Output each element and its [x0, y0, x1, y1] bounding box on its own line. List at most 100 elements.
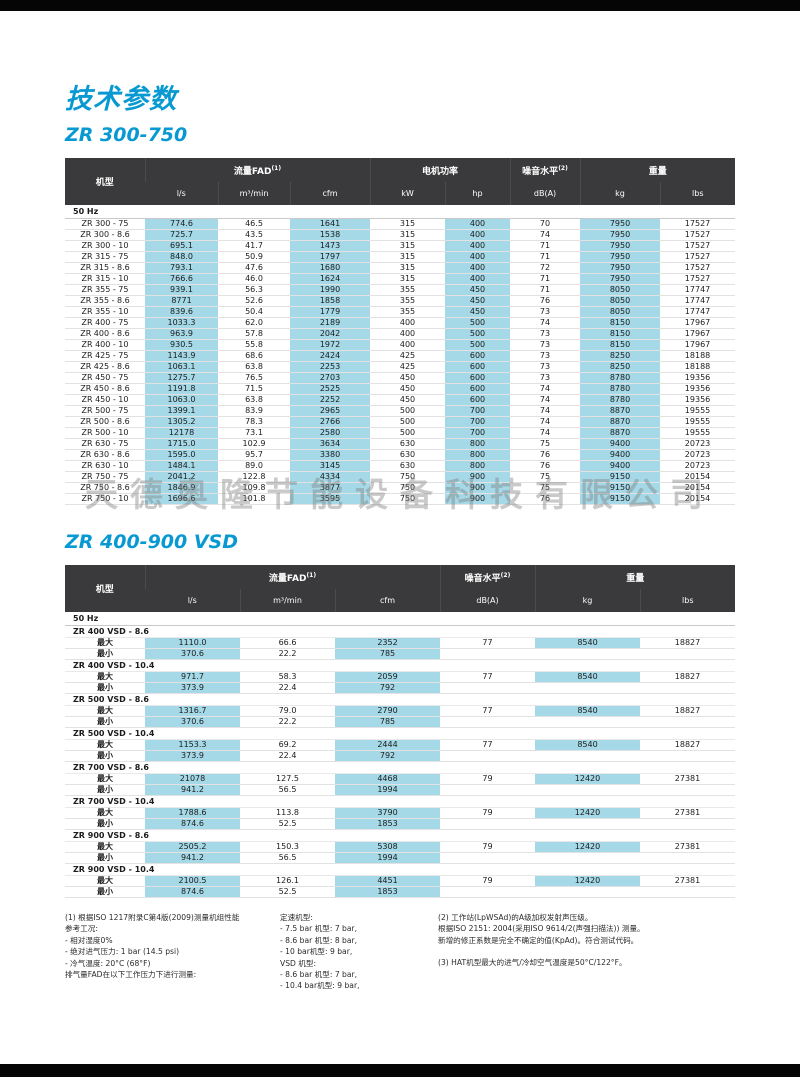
flow-ls-cell: 1595.0 — [145, 449, 218, 461]
power-hp-cell: 400 — [445, 218, 511, 230]
noise-dba-cell: 76 — [510, 449, 581, 461]
weight-kg-cell: 7950 — [580, 229, 661, 241]
table-row: ZR 425 - 75 1143.9 68.6 2424 425 600 73 … — [65, 350, 736, 362]
weight-kg-cell: 8540 — [535, 705, 640, 717]
noise-dba-cell: 71 — [510, 284, 581, 296]
flow-m3min-cell: 95.7 — [218, 449, 290, 461]
flow-m3min-cell: 126.1 — [240, 875, 335, 887]
flow-cfm-cell: 2252 — [290, 394, 370, 406]
flow-cfm-cell: 5308 — [335, 841, 440, 853]
weight-kg-cell: 8780 — [580, 372, 661, 384]
weight-kg-cell: 12420 — [535, 807, 640, 819]
max-row: 最大 1110.0 66.6 2352 77 8540 18827 — [65, 637, 736, 649]
weight-lbs-cell: 17967 — [660, 317, 736, 329]
noise-dba-cell-empty — [440, 682, 535, 694]
flow-cfm-cell: 1858 — [290, 295, 370, 307]
min-label-cell: 最小 — [65, 750, 145, 762]
unit-cfm: cfm — [334, 589, 440, 612]
min-label-cell: 最小 — [65, 682, 145, 694]
power-hp-cell: 700 — [445, 416, 511, 428]
weight-lbs-cell-empty — [640, 648, 736, 660]
flow-m3min-cell: 22.4 — [240, 750, 335, 762]
model-group-row: ZR 700 VSD - 8.6 — [65, 761, 736, 774]
noise-dba-cell: 73 — [510, 339, 581, 351]
flow-cfm-cell: 1624 — [290, 273, 370, 285]
weight-lbs-cell-empty — [640, 886, 736, 898]
power-hp-cell: 500 — [445, 339, 511, 351]
model-cell: ZR 750 - 75 — [65, 471, 145, 483]
flow-ls-cell: 766.6 — [145, 273, 218, 285]
flow-ls-cell: 1143.9 — [145, 350, 218, 362]
weight-lbs-cell: 17967 — [660, 339, 736, 351]
noise-dba-cell: 79 — [440, 841, 535, 853]
power-kw-cell: 500 — [370, 405, 445, 417]
footnote-line: 排气量FAD在以下工作压力下进行测量: — [65, 969, 197, 979]
power-hp-cell: 800 — [445, 449, 511, 461]
max-row: 最大 971.7 58.3 2059 77 8540 18827 — [65, 671, 736, 683]
weight-lbs-cell-empty — [640, 784, 736, 796]
flow-m3min-cell: 47.6 — [218, 262, 290, 274]
table-row: ZR 315 - 8.6 793.1 47.6 1680 315 400 72 … — [65, 262, 736, 274]
flow-cfm-cell: 2042 — [290, 328, 370, 340]
power-kw-cell: 450 — [370, 383, 445, 395]
header-noise-sup: (2) — [500, 571, 511, 579]
unit-dba: dB(A) — [439, 589, 535, 612]
unit-m3min: m³/min — [217, 182, 290, 205]
header-flow-fad: 流量FAD(1) — [144, 158, 370, 182]
flow-m3min-cell: 79.0 — [240, 705, 335, 717]
power-kw-cell: 425 — [370, 350, 445, 362]
footnote-line: - 相对湿度0% — [65, 935, 113, 945]
model-cell: ZR 400 - 75 — [65, 317, 145, 329]
weight-lbs-cell: 17747 — [660, 306, 736, 318]
weight-lbs-cell: 18188 — [660, 361, 736, 373]
section-title-zr400-900-vsd: ZR 400-900 VSD — [65, 531, 239, 553]
weight-kg-cell: 7950 — [580, 218, 661, 230]
min-row: 最小 370.6 22.2 785 — [65, 716, 736, 728]
power-kw-cell: 315 — [370, 273, 445, 285]
noise-dba-cell: 77 — [440, 671, 535, 683]
model-group-row: ZR 900 VSD - 10.4 — [65, 863, 736, 876]
weight-kg-cell: 9400 — [580, 449, 661, 461]
noise-dba-cell: 77 — [440, 739, 535, 751]
footnote-column-2: 定速机型: - 7.5 bar 机型: 7 bar, - 8.6 bar 机型:… — [280, 912, 438, 992]
noise-dba-cell: 79 — [440, 773, 535, 785]
power-hp-cell: 450 — [445, 284, 511, 296]
max-label-cell: 最大 — [65, 671, 145, 683]
unit-ls: l/s — [145, 589, 240, 612]
unit-ls: l/s — [145, 182, 218, 205]
max-row: 最大 21078 127.5 4468 79 12420 27381 — [65, 773, 736, 785]
header-flow-sup: (1) — [271, 164, 282, 172]
power-kw-cell: 400 — [370, 328, 445, 340]
flow-m3min-cell: 127.5 — [240, 773, 335, 785]
power-kw-cell: 355 — [370, 295, 445, 307]
weight-lbs-cell: 20154 — [660, 471, 736, 483]
model-cell: ZR 630 - 10 — [65, 460, 145, 472]
flow-ls-cell: 2041.2 — [145, 471, 218, 483]
min-row: 最小 874.6 52.5 1853 — [65, 818, 736, 830]
max-label-cell: 最大 — [65, 807, 145, 819]
weight-kg-cell: 7950 — [580, 273, 661, 285]
page-top-edge — [0, 0, 800, 11]
weight-kg-cell-empty — [535, 648, 640, 660]
noise-dba-cell: 73 — [510, 328, 581, 340]
power-hp-cell: 800 — [445, 460, 511, 472]
table-row: ZR 425 - 8.6 1063.1 63.8 2253 425 600 73… — [65, 361, 736, 373]
weight-kg-cell: 12420 — [535, 773, 640, 785]
flow-ls-cell: 1788.6 — [145, 807, 240, 819]
model-cell: ZR 450 - 8.6 — [65, 383, 145, 395]
model-group-label: ZR 900 VSD - 8.6 — [65, 829, 736, 842]
model-cell: ZR 315 - 8.6 — [65, 262, 145, 274]
page-content: 技术参数 ZR 300-750 机型 流量FAD(1) 电机功率 噪音水平(2)… — [65, 84, 736, 992]
flow-m3min-cell: 71.5 — [218, 383, 290, 395]
weight-lbs-cell-empty — [640, 682, 736, 694]
weight-lbs-cell: 17747 — [660, 284, 736, 296]
flow-m3min-cell: 52.5 — [240, 818, 335, 830]
weight-kg-cell: 8050 — [580, 295, 661, 307]
flow-cfm-cell: 1972 — [290, 339, 370, 351]
weight-lbs-cell: 18827 — [640, 671, 736, 683]
flow-m3min-cell: 22.2 — [240, 716, 335, 728]
min-row: 最小 373.9 22.4 792 — [65, 750, 736, 762]
flow-cfm-cell: 1779 — [290, 306, 370, 318]
flow-ls-cell: 1696.6 — [145, 493, 218, 505]
noise-dba-cell: 71 — [510, 273, 581, 285]
